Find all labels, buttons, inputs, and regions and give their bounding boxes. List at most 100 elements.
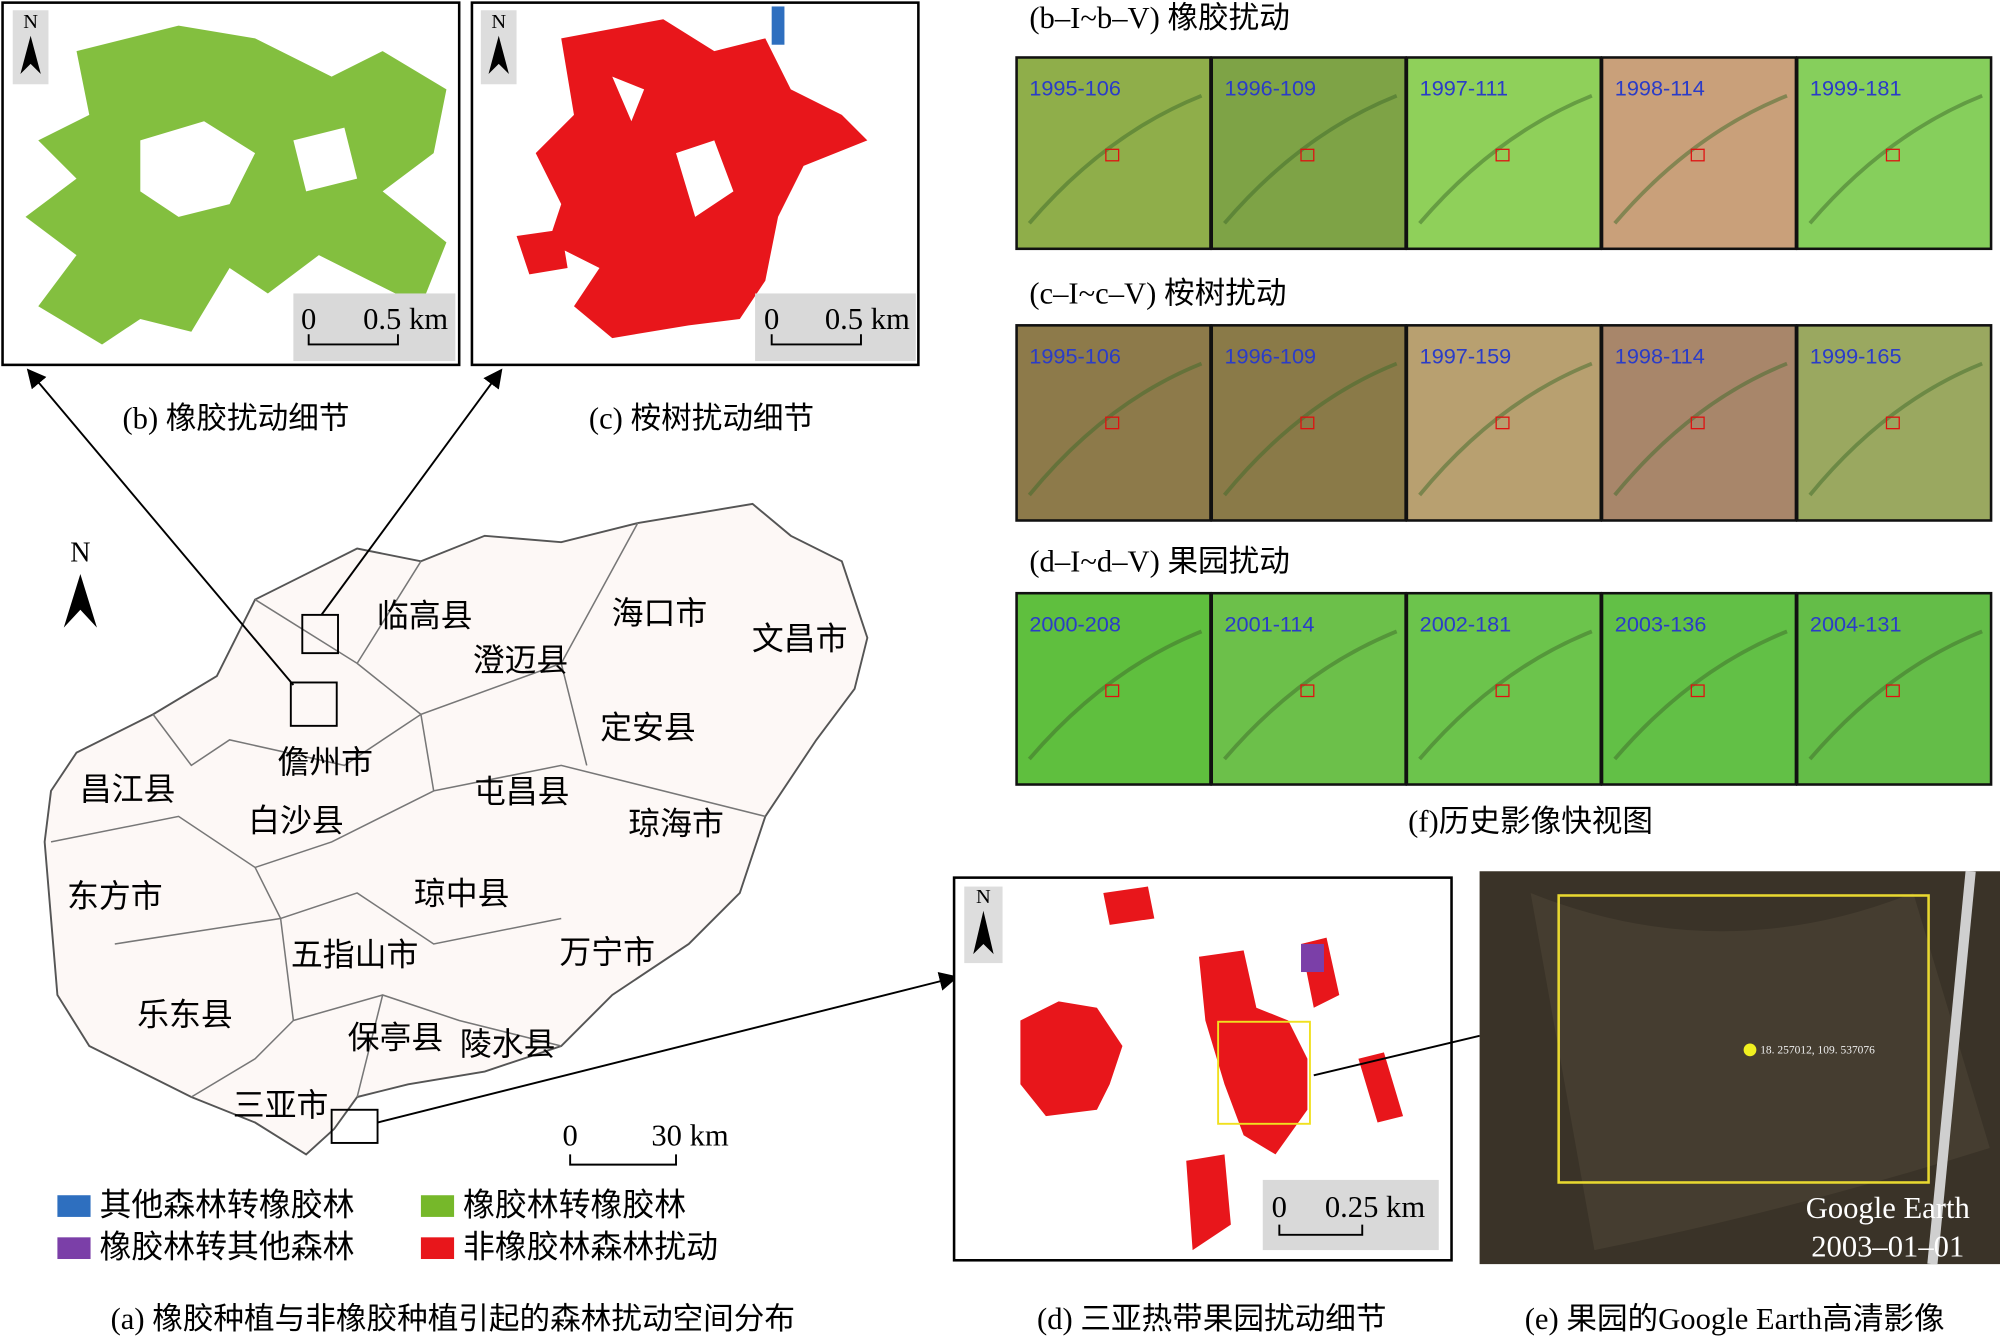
image-date-label: 1997-111 [1420,76,1508,101]
north-arrow [488,35,509,75]
panel-caption: (c) 桉树扰动细节 [589,402,814,436]
terrain-texture [1808,629,1983,761]
target-pixel [1495,684,1510,698]
panel-caption: (d) 三亚热带果园扰动细节 [1037,1302,1386,1336]
county-label: 保亭县 [348,1021,444,1056]
county-label: 陵水县 [460,1027,556,1062]
panel-caption: (a) 橡胶种植与非橡胶种植引起的森林扰动空间分布 [111,1302,795,1336]
north-label: N [976,886,991,908]
scale-bar [1278,1224,1364,1236]
image-thumbnail [1015,591,1212,786]
terrain-texture [1223,629,1398,761]
panel-e: 18. 257012, 109. 537076 Google Earth 200… [1479,870,2000,1336]
legend-label: 橡胶林转橡胶林 [463,1188,686,1223]
terrain-texture [1418,629,1593,761]
county-label: 万宁市 [559,935,655,970]
north-label: N [23,11,38,33]
county-label: 澄迈县 [473,643,569,678]
image-thumbnail [1405,591,1603,786]
panel-c: N 0 0.5 km (c) 桉树扰动细节 [470,1,920,436]
county-label: 文昌市 [752,621,848,656]
row-title: (b–I~b–V) 橡胶扰动 [1029,1,1290,35]
terrain-texture [1418,361,1593,497]
background-gap [140,121,358,217]
target-pixel [1690,684,1705,698]
target-pixel [1690,148,1705,162]
terrain-texture [1808,361,1983,497]
scale-bar [307,334,399,346]
target-pixel [1105,416,1120,430]
arrow-to-d [377,972,959,1124]
scale-zero: 0 [301,302,316,336]
legend-label: 橡胶林转其他森林 [99,1230,354,1265]
terrain-texture [1027,361,1203,497]
terrain-texture [1223,93,1398,225]
image-date-label: 2002-181 [1420,611,1512,636]
scale-box [755,293,916,362]
terrain-texture [1530,892,1990,1251]
county-label: 乐东县 [137,998,233,1033]
target-pixel [1105,148,1120,162]
image-thumbnail [1795,56,1993,251]
detail-box-d [330,1108,379,1144]
image-source: Google Earth [1806,1191,1970,1225]
scale-box [293,293,456,362]
county-label: 琼海市 [628,806,724,841]
panel-caption: (b) 橡胶扰动细节 [122,402,349,436]
image-date-label: 2004-131 [1810,611,1902,636]
image-thumbnail [1015,324,1212,522]
scale-bar [770,334,862,346]
north-arrow [973,910,994,955]
terrain-texture [1027,629,1203,761]
target-pixel [1105,684,1120,698]
county-label: 定安县 [600,711,696,746]
target-pixel [1690,416,1705,430]
image-date-label: 1997-159 [1420,344,1512,369]
panel-d: N 0 0.25 km (d) 三亚热带果园扰动细节 [952,876,1480,1336]
other-forest-pixels [771,6,785,45]
road [1927,870,1976,1265]
terrain-texture [1418,93,1593,225]
scale-zero: 0 [1272,1190,1287,1224]
image-thumbnail [1795,591,1993,786]
legend-label: 非橡胶林森林扰动 [463,1230,718,1265]
county-label: 海口市 [612,596,708,631]
image-date-label: 2003-136 [1615,611,1707,636]
county-label: 东方市 [67,879,163,914]
image-thumbnail [1795,324,1993,522]
county-label: 昌江县 [80,772,176,807]
terrain-texture [1223,361,1398,497]
image-thumbnail [1600,324,1798,522]
row-title: (d–I~d–V) 果园扰动 [1029,545,1290,579]
terrain-texture [1613,93,1788,225]
detail-box-c [301,613,339,655]
scale-box [1262,1179,1439,1251]
county-label: 白沙县 [248,804,344,839]
image-thumbnail [1210,56,1407,251]
north-label: N [491,11,506,33]
scale-bar [569,1154,677,1166]
detail-box-b [289,681,338,727]
image-thumbnail [1210,324,1407,522]
image-date-label: 1999-165 [1810,344,1902,369]
county-label: 屯昌县 [474,774,570,809]
north-label: N [70,537,90,568]
target-pixel [1495,148,1510,162]
north-arrow [63,574,97,628]
image-date-label: 1996-109 [1224,344,1316,369]
panel-f: (f)历史影像快视图 (b–I~b–V) 橡胶扰动 1995-106 1996-10… [1015,1,1993,839]
target-pixel [1885,148,1900,162]
target-pixel [1300,416,1315,430]
legend-swatch [57,1237,91,1260]
target-pixel [1300,148,1315,162]
coordinate: 18. 257012, 109. 537076 [1760,1045,1875,1057]
image-date-label: 1998-114 [1615,344,1705,369]
island-outline [43,502,869,1156]
scale-zero: 0 [764,302,779,336]
image-date-label: 1996-109 [1224,76,1316,101]
background-gap [612,76,734,217]
legend-swatch [57,1195,91,1217]
county-label: 三亚市 [233,1088,329,1123]
